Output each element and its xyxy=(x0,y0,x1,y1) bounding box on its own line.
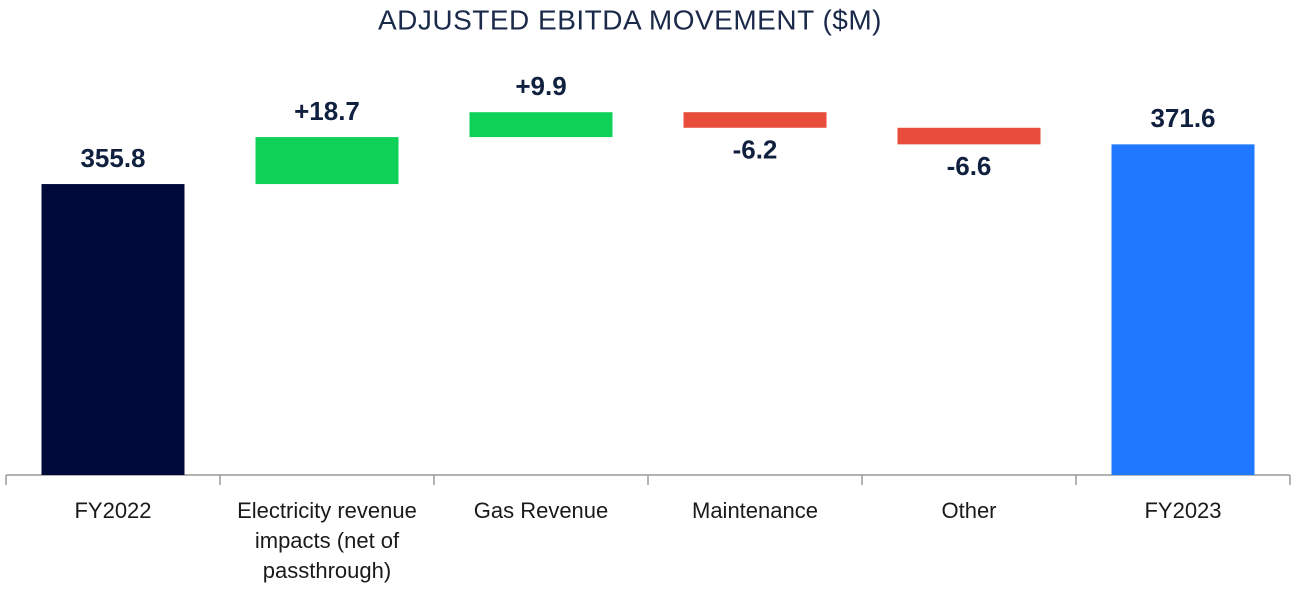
x-tick-label: FY2023 xyxy=(1144,498,1222,523)
bar xyxy=(41,184,185,476)
x-tick-label: FY2022 xyxy=(74,498,152,523)
x-tick-label: Electricity revenue impacts (net of pass… xyxy=(237,498,417,583)
bar xyxy=(1111,144,1255,476)
bar xyxy=(683,112,827,128)
chart-title: ADJUSTED EBITDA MOVEMENT ($M) xyxy=(378,4,882,35)
data-label: +9.9 xyxy=(515,71,566,101)
bar xyxy=(897,127,1041,145)
data-label: +18.7 xyxy=(294,96,360,126)
x-tick-label: Gas Revenue xyxy=(473,498,609,523)
data-label: -6.2 xyxy=(733,135,778,165)
bar xyxy=(469,112,613,138)
data-label: -6.6 xyxy=(947,151,992,181)
data-label: 355.8 xyxy=(80,143,145,173)
x-tick-label: Other xyxy=(941,498,997,523)
data-label: 371.6 xyxy=(1150,103,1215,133)
bar xyxy=(255,137,399,185)
x-tick-label: Maintenance xyxy=(692,498,818,523)
